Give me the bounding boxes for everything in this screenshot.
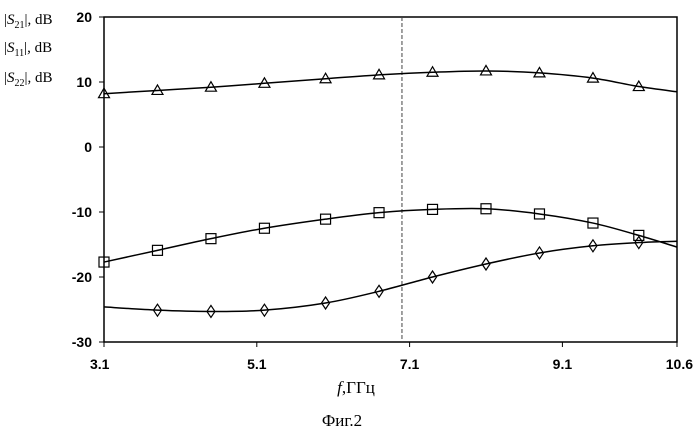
x-tick-label: 9.1: [553, 356, 573, 372]
ylabel-s22: |S22|, dB: [4, 70, 53, 89]
ylabel-s21: |S21|, dB: [4, 12, 53, 31]
x-tick-label: 5.1: [247, 356, 267, 372]
x-tick-label: 3.1: [90, 356, 110, 372]
plot-area-frame: [104, 17, 677, 342]
y-tick-label: -10: [72, 204, 92, 220]
x-tick-label: 7.1: [400, 356, 420, 372]
y-tick-label: 0: [84, 139, 92, 155]
y-tick-label: 20: [76, 9, 92, 25]
y-tick-label: -20: [72, 269, 92, 285]
ylabel-s11: |S11|, dB: [4, 40, 52, 59]
figure-caption: Фиг.2: [322, 411, 362, 430]
series-line-diamond: [104, 241, 677, 311]
series-line-square: [104, 208, 677, 262]
x-axis-label: f,ГГц: [337, 378, 375, 397]
x-tick-label: 10.6: [666, 356, 693, 372]
y-tick-label: -30: [72, 334, 92, 350]
y-tick-label: 10: [76, 74, 92, 90]
